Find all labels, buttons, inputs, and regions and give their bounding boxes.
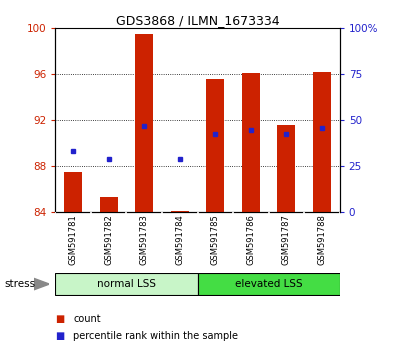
Text: ■: ■ xyxy=(55,331,64,341)
Text: GSM591781: GSM591781 xyxy=(69,214,77,265)
Bar xyxy=(313,72,331,212)
Text: GSM591788: GSM591788 xyxy=(318,214,326,265)
Text: count: count xyxy=(73,314,101,324)
Polygon shape xyxy=(34,278,49,290)
Text: percentile rank within the sample: percentile rank within the sample xyxy=(73,331,238,341)
Bar xyxy=(242,73,260,212)
Text: stress: stress xyxy=(4,279,35,289)
Bar xyxy=(171,211,189,212)
Title: GDS3868 / ILMN_1673334: GDS3868 / ILMN_1673334 xyxy=(116,14,279,27)
Bar xyxy=(100,198,118,212)
Text: normal LSS: normal LSS xyxy=(97,279,156,289)
Text: elevated LSS: elevated LSS xyxy=(235,279,303,289)
Text: GSM591787: GSM591787 xyxy=(282,214,291,265)
Text: ■: ■ xyxy=(55,314,64,324)
Text: GSM591782: GSM591782 xyxy=(104,214,113,265)
FancyBboxPatch shape xyxy=(55,273,198,295)
Bar xyxy=(64,172,82,212)
Text: GSM591783: GSM591783 xyxy=(140,214,149,265)
Text: GSM591784: GSM591784 xyxy=(175,214,184,265)
Text: GSM591785: GSM591785 xyxy=(211,214,220,265)
Text: GSM591786: GSM591786 xyxy=(246,214,255,265)
Bar xyxy=(135,34,153,212)
Bar xyxy=(277,125,295,212)
Bar xyxy=(206,79,224,212)
FancyBboxPatch shape xyxy=(198,273,340,295)
